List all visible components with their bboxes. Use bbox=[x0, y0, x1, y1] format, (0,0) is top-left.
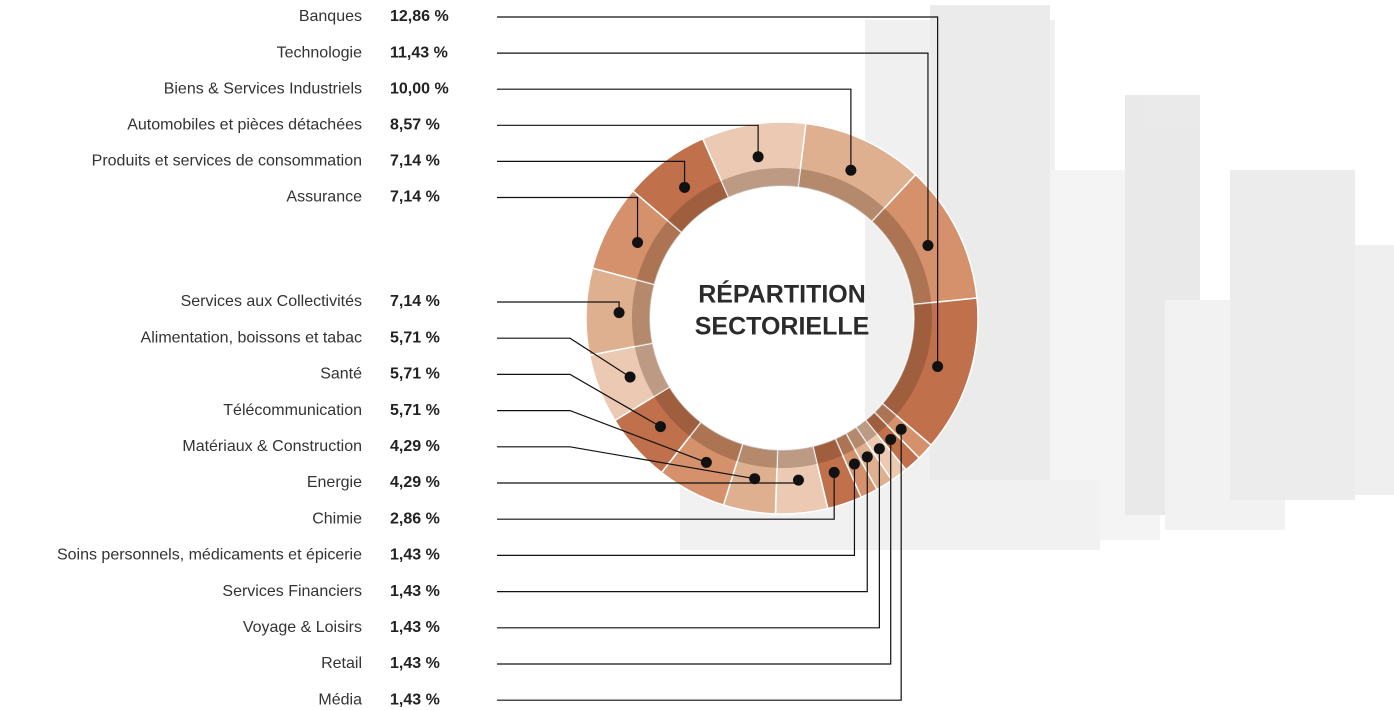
legend-value: 1,43 % bbox=[390, 619, 440, 636]
leader-dot bbox=[792, 474, 804, 486]
leader-dot bbox=[845, 164, 857, 176]
legend-value: 11,43 % bbox=[390, 44, 448, 61]
leader-dot bbox=[632, 237, 644, 249]
leader-dot bbox=[885, 433, 897, 445]
donut-segment-inner bbox=[798, 169, 885, 222]
leader-line bbox=[497, 456, 868, 593]
leader-line bbox=[497, 410, 707, 463]
legend-value: 5,71 % bbox=[390, 402, 440, 419]
legend-label: Services Financiers bbox=[222, 583, 362, 600]
leader-line bbox=[497, 160, 686, 188]
legend-label: Télécommunication bbox=[223, 402, 362, 419]
donut-segment-inner bbox=[882, 302, 932, 416]
leader-line bbox=[497, 439, 892, 665]
legend-value: 1,43 % bbox=[390, 547, 440, 564]
leader-dot bbox=[873, 443, 885, 455]
donut-segment-inner bbox=[835, 433, 855, 456]
donut-segment-inner bbox=[634, 343, 670, 397]
leader-line bbox=[497, 446, 755, 480]
background-buildings bbox=[680, 5, 1394, 550]
leader-dot bbox=[613, 307, 625, 319]
donut-segment-inner bbox=[632, 279, 655, 347]
leader-dot bbox=[749, 473, 761, 485]
leader-line bbox=[497, 464, 856, 557]
legend-label: Soins personnels, médicaments et épiceri… bbox=[57, 547, 362, 564]
leader-dot bbox=[861, 451, 873, 463]
legend-value: 5,71 % bbox=[390, 329, 440, 346]
donut-segment-inner bbox=[845, 427, 867, 450]
legend-label: Santé bbox=[320, 366, 362, 383]
legend-value: 5,71 % bbox=[390, 366, 440, 383]
leader-dot bbox=[654, 421, 666, 433]
legend-label: Biens & Services Industriels bbox=[164, 80, 362, 97]
donut-segment-inner bbox=[636, 220, 682, 285]
legend-label: Alimentation, boissons et tabac bbox=[141, 329, 362, 346]
legend-label: Assurance bbox=[286, 189, 362, 206]
donut-segment-inner bbox=[721, 168, 801, 198]
legend-value: 1,43 % bbox=[390, 583, 440, 600]
legend-label: Voyage & Loisirs bbox=[243, 619, 362, 636]
legend-value: 1,43 % bbox=[390, 655, 440, 672]
donut-segment-inner bbox=[776, 446, 818, 468]
legend-value: 7,14 % bbox=[390, 153, 440, 170]
legend-value: 2,86 % bbox=[390, 510, 440, 527]
legend-value: 1,43 % bbox=[390, 691, 440, 708]
legend-label: Energie bbox=[307, 474, 362, 491]
leader-line bbox=[497, 52, 929, 246]
legend-label: Chimie bbox=[312, 510, 362, 527]
legend-label: Produits et services de consommation bbox=[92, 153, 362, 170]
center-title: SECTORIELLE bbox=[695, 313, 870, 341]
donut-segment-inner bbox=[812, 438, 843, 464]
legend-label: Retail bbox=[321, 655, 362, 672]
legend-value: 7,14 % bbox=[390, 293, 440, 310]
donut-segment-inner bbox=[865, 412, 887, 435]
leader-line bbox=[497, 373, 661, 428]
legend-label: Automobiles et pièces détachées bbox=[127, 117, 362, 134]
legend-value: 12,86 % bbox=[390, 8, 449, 25]
donut-segment-inner bbox=[856, 420, 877, 443]
legend-value: 4,29 % bbox=[390, 474, 440, 491]
donut-segment-inner bbox=[737, 443, 778, 468]
leader-line bbox=[497, 448, 880, 629]
legend-value: 4,29 % bbox=[390, 438, 440, 455]
legend-label: Média bbox=[318, 691, 362, 708]
leader-line bbox=[497, 472, 835, 520]
leader-dot bbox=[895, 423, 907, 435]
legend-value: 8,57 % bbox=[390, 117, 440, 134]
leader-dot bbox=[624, 371, 636, 383]
leader-dot bbox=[752, 151, 764, 163]
legend-value: 10,00 % bbox=[390, 80, 449, 97]
center-title: RÉPARTITION bbox=[698, 280, 866, 309]
legend-label: Matériaux & Construction bbox=[182, 438, 362, 455]
legend-value: 7,14 % bbox=[390, 189, 440, 206]
leader-line bbox=[497, 16, 939, 367]
donut-segment-inner bbox=[874, 403, 897, 426]
leader-dot bbox=[932, 360, 944, 372]
leader-line bbox=[497, 88, 852, 171]
leader-line bbox=[497, 429, 902, 701]
legend-label: Services aux Collectivités bbox=[181, 293, 362, 310]
leader-line bbox=[497, 196, 639, 243]
leader-dot bbox=[828, 466, 840, 478]
leader-dot bbox=[700, 456, 712, 468]
donut-segment-inner bbox=[667, 180, 729, 233]
donut-segment-inner bbox=[872, 208, 932, 305]
leader-line bbox=[497, 124, 759, 157]
legend-label: Technologie bbox=[277, 44, 363, 61]
donut-segment-inner bbox=[689, 422, 743, 462]
legend-label: Banques bbox=[299, 8, 362, 25]
leader-dot bbox=[848, 458, 860, 470]
leader-dot bbox=[679, 181, 691, 193]
leader-line bbox=[497, 337, 631, 378]
donut-segment-inner bbox=[654, 387, 701, 437]
leader-dot bbox=[922, 239, 934, 251]
